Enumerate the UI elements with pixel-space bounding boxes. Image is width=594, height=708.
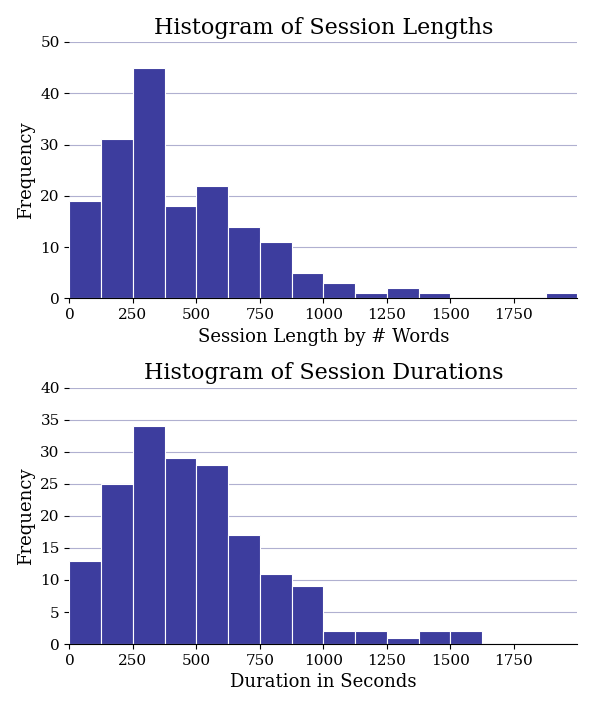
Bar [133,426,165,644]
Bar [323,283,355,298]
Y-axis label: Frequency: Frequency [17,121,34,219]
Bar [323,632,355,644]
Bar [69,201,101,298]
Bar [228,227,260,298]
Bar [69,561,101,644]
Bar [450,632,482,644]
Bar [419,293,450,298]
Bar [419,632,450,644]
Bar [387,288,419,298]
Bar [228,535,260,644]
X-axis label: Duration in Seconds: Duration in Seconds [230,673,416,691]
Title: Histogram of Session Lengths: Histogram of Session Lengths [154,17,493,39]
Bar [387,638,419,644]
Bar [355,293,387,298]
Bar [197,185,228,298]
Y-axis label: Frequency: Frequency [17,467,34,565]
Bar [260,242,292,298]
Bar [292,273,323,298]
Bar [292,586,323,644]
Bar [101,139,133,298]
Bar [133,68,165,298]
Bar [197,464,228,644]
X-axis label: Session Length by # Words: Session Length by # Words [198,328,449,346]
Bar [165,458,197,644]
Bar [260,573,292,644]
Title: Histogram of Session Durations: Histogram of Session Durations [144,362,503,384]
Bar [101,484,133,644]
Bar [165,206,197,298]
Bar [355,632,387,644]
Bar [546,293,577,298]
